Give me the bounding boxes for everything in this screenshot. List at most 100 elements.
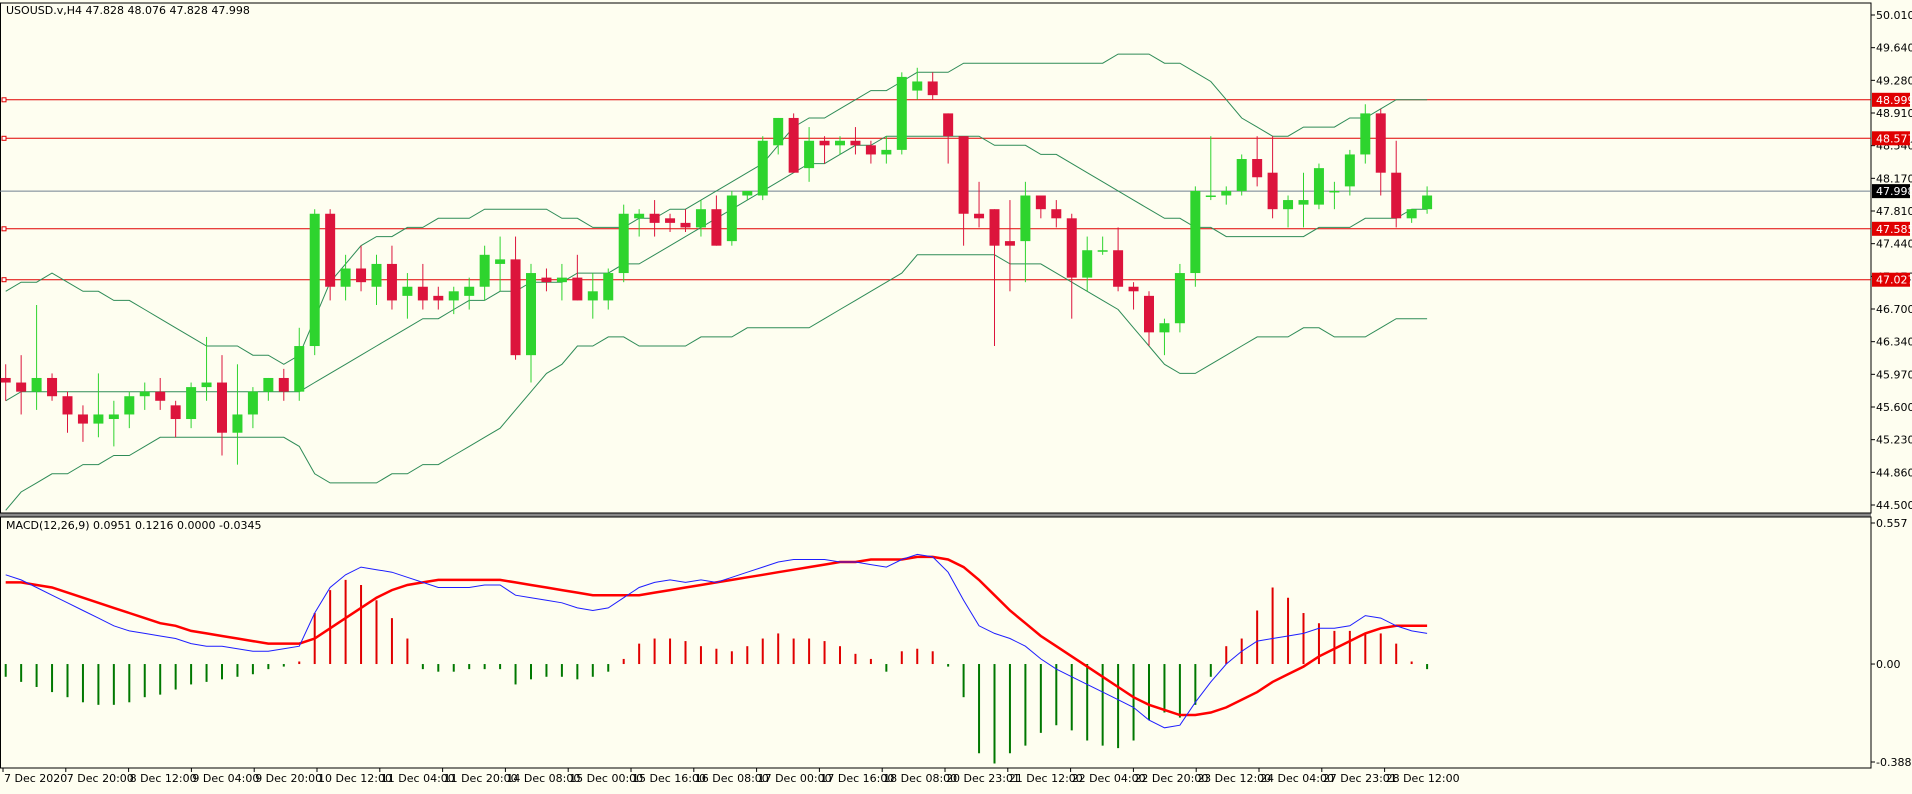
candle	[541, 268, 552, 292]
level-price-label: 48.577	[1876, 132, 1912, 145]
candle	[896, 72, 907, 155]
candle-body	[0, 377, 11, 383]
candle	[757, 136, 768, 201]
candle-body	[1360, 113, 1371, 155]
candle-body	[340, 268, 351, 287]
candle-body	[1422, 195, 1433, 210]
candle	[1344, 149, 1355, 196]
level-price-tag	[1872, 272, 1910, 287]
price-tick-label: 50.010	[1876, 9, 1912, 22]
candle	[587, 273, 598, 319]
candle	[510, 236, 521, 360]
bollinger-bands	[5, 53, 1428, 511]
candle-body	[1283, 200, 1294, 210]
candle-body	[309, 213, 320, 347]
candle	[47, 373, 58, 401]
candle	[433, 286, 444, 310]
candle	[989, 209, 1000, 347]
level-price-tag	[1872, 92, 1910, 107]
candle	[278, 368, 289, 401]
candle	[927, 72, 938, 100]
macd-tick-label: 0.557	[1876, 517, 1908, 530]
candle-body	[186, 387, 197, 420]
time-tick-label: 10 Dec 12:00	[318, 772, 392, 785]
bollinger-upper	[5, 53, 1428, 365]
price-tick-label: 44.860	[1876, 466, 1912, 479]
candle	[263, 377, 274, 401]
candle-body	[62, 396, 73, 415]
candle-body	[1020, 195, 1031, 242]
candle-body	[31, 377, 42, 392]
time-tick-label: 17 Dec 00:00	[758, 772, 832, 785]
candle	[1298, 172, 1309, 228]
bollinger-lower	[5, 254, 1428, 511]
time-axis: 7 Dec 2020 7 Dec 20:008 Dec 12:009 Dec 04…	[2, 768, 1460, 785]
candle	[1035, 195, 1046, 219]
candle	[464, 277, 475, 310]
time-tick-label: 21 Dec 12:00	[1009, 772, 1083, 785]
candle-body	[526, 273, 536, 356]
macd-title: MACD(12,26,9)	[6, 519, 90, 532]
candle	[495, 236, 506, 292]
candle	[31, 304, 42, 410]
candle	[1221, 186, 1232, 205]
candle-body	[16, 382, 27, 392]
bollinger-middle	[5, 135, 1428, 402]
candle-body	[634, 213, 645, 219]
candle-body	[1082, 250, 1093, 278]
candle	[1174, 263, 1185, 333]
level-price-label: 47.585	[1876, 223, 1912, 236]
price-tick-label: 44.500	[1876, 499, 1912, 512]
candle-body	[1128, 286, 1139, 292]
horizontal-levels[interactable]	[0, 97, 1871, 283]
candle	[0, 364, 11, 401]
price-tick-label: 48.910	[1876, 107, 1912, 120]
candle-body	[835, 140, 845, 146]
candle-body	[943, 113, 954, 137]
candle-body	[417, 286, 428, 301]
candle-body	[510, 259, 521, 356]
candle	[371, 254, 382, 305]
candle-body	[556, 277, 567, 283]
candle	[711, 195, 722, 246]
price-tick-label: 49.640	[1876, 42, 1912, 55]
candle-body	[1267, 172, 1278, 210]
candle	[294, 327, 305, 401]
candle	[649, 200, 660, 237]
candle	[201, 336, 212, 401]
candle	[1283, 195, 1294, 228]
candle	[1190, 186, 1201, 287]
candle-body	[726, 195, 737, 242]
candle-body	[77, 414, 88, 424]
candle	[773, 117, 784, 155]
candle	[526, 263, 536, 383]
candle	[742, 190, 753, 201]
candle	[1236, 154, 1247, 196]
candle-body	[139, 391, 150, 397]
time-tick-label: 11 Dec 20:00	[444, 772, 518, 785]
candle-body	[1298, 200, 1309, 205]
candle	[16, 355, 27, 415]
time-tick-label: 8 Dec 12:00	[130, 772, 197, 785]
macd-header: MACD(12,26,9) 0.0951 0.1216 0.0000 -0.03…	[6, 519, 261, 532]
candle	[1144, 291, 1154, 347]
candle-body	[974, 213, 985, 219]
candle-body	[665, 218, 676, 223]
candle	[217, 355, 227, 456]
candle-body	[541, 277, 552, 283]
chart-header: USOUSD.v,H4 47.828 48.076 47.828 47.998	[6, 4, 250, 17]
current-price-tag	[1872, 184, 1910, 199]
candle-body	[1174, 273, 1185, 324]
level-handle-3	[1, 277, 7, 283]
candle	[77, 405, 88, 442]
price-tick-label: 47.440	[1876, 238, 1912, 251]
time-tick-label: 16 Dec 08:00	[695, 772, 769, 785]
candle-body	[649, 213, 660, 223]
candle-body	[1252, 159, 1263, 178]
candle-body	[912, 81, 923, 91]
candle-body	[1344, 154, 1355, 187]
candle-body	[773, 117, 784, 146]
candle	[1051, 200, 1062, 228]
candle-body	[93, 414, 104, 424]
